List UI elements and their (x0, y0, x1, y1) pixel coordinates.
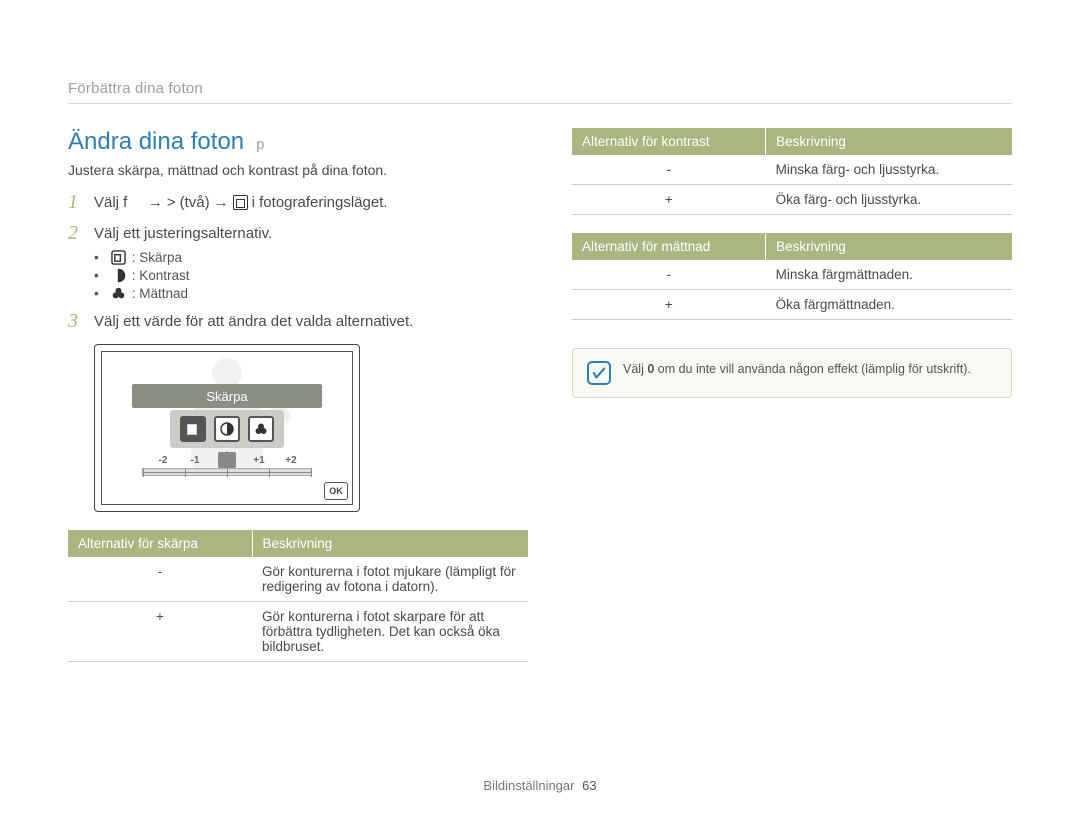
cell-option: + (572, 290, 766, 320)
bullet-label: : Skärpa (132, 250, 182, 265)
sharpness-icon (111, 250, 126, 265)
lcd-inner: Skärpa (101, 351, 353, 505)
cell-desc: Gör konturerna i fotot skarpare för att … (252, 602, 528, 662)
note-pre: Välj (623, 362, 647, 376)
bullet-label: : Kontrast (132, 268, 190, 283)
table-row: - Minska färgmättnaden. (572, 260, 1012, 290)
step-number: 1 (68, 192, 86, 213)
ok-badge: OK (324, 482, 348, 500)
tick-label: +1 (252, 455, 266, 466)
screen-illustration: Skärpa (94, 344, 528, 512)
th-option: Alternativ för mättnad (572, 233, 766, 260)
th-option: Alternativ för kontrast (572, 128, 766, 155)
table-row: + Öka färgmättnaden. (572, 290, 1012, 320)
contrast-table: Alternativ för kontrast Beskrivning - Mi… (572, 128, 1012, 215)
value-scale: -2 -1 0 +1 +2 (142, 455, 312, 476)
step-body: Välj f → > (två) → i fotograferingsläget… (94, 192, 528, 213)
page-footer: Bildinställningar 63 (0, 778, 1080, 793)
mode-badge: p (256, 136, 264, 153)
cell-option: + (572, 185, 766, 215)
manual-page: Förbättra dina foton Ändra dina foton p … (0, 0, 1080, 815)
step-number: 2 (68, 223, 86, 244)
cell-desc: Öka färgmättnaden. (766, 290, 1012, 320)
bullet-contrast: : Kontrast (94, 268, 528, 283)
twice: (två) (180, 192, 210, 213)
tick-label: +2 (284, 455, 298, 466)
step-1: 1 Välj f → > (två) → i fotograferingsläg… (68, 192, 528, 213)
saturation-table: Alternativ för mättnad Beskrivning - Min… (572, 233, 1012, 320)
scale-bar (142, 468, 312, 476)
bullet-sharpness: : Skärpa (94, 250, 528, 265)
two-column-layout: Ändra dina foton p Justera skärpa, mättn… (68, 128, 1012, 680)
sharpness-select-icon (180, 416, 206, 442)
cell-option: - (572, 155, 766, 185)
step-3: 3 Välj ett värde för att ändra det valda… (68, 311, 528, 332)
bullet-saturation: : Mättnad (94, 286, 528, 301)
arrow-icon: → (148, 192, 163, 213)
step1-post: i fotograferingsläget. (252, 192, 388, 213)
option-label-band: Skärpa (132, 384, 322, 408)
breadcrumb: Förbättra dina foton (68, 80, 1012, 104)
option-bullets: : Skärpa : Kontrast : Mättnad (94, 250, 528, 301)
heading-text: Ändra dina foton (68, 128, 244, 156)
th-desc: Beskrivning (766, 128, 1012, 155)
cell-option: + (68, 602, 252, 662)
tick-label: -2 (156, 455, 170, 466)
cell-desc: Minska färgmättnaden. (766, 260, 1012, 290)
scale-pointer (218, 452, 236, 468)
step-number: 3 (68, 311, 86, 332)
cell-desc: Öka färg- och ljusstyrka. (766, 185, 1012, 215)
contrast-icon (111, 268, 126, 283)
contrast-select-icon (214, 416, 240, 442)
note-icon (587, 361, 611, 385)
table-row: + Gör konturerna i fotot skarpare för at… (68, 602, 528, 662)
left-column: Ändra dina foton p Justera skärpa, mättn… (68, 128, 528, 680)
cell-desc: Gör konturerna i fotot mjukare (lämpligt… (252, 557, 528, 602)
cell-option: - (68, 557, 252, 602)
subtitle: Justera skärpa, mättnad och kontrast på … (68, 162, 528, 178)
table-row: - Gör konturerna i fotot mjukare (lämpli… (68, 557, 528, 602)
lcd-frame: Skärpa (94, 344, 360, 512)
page-title: Ändra dina foton p (68, 128, 528, 156)
note-text: Välj 0 om du inte vill använda någon eff… (623, 361, 971, 379)
footer-section: Bildinställningar (483, 778, 574, 793)
table-row: - Minska färg- och ljusstyrka. (572, 155, 1012, 185)
bullet-label: : Mättnad (132, 286, 188, 301)
icon-row (170, 410, 284, 448)
saturation-icon (111, 286, 126, 301)
sharpness-table: Alternativ för skärpa Beskrivning - Gör … (68, 530, 528, 662)
th-desc: Beskrivning (766, 233, 1012, 260)
cell-option: - (572, 260, 766, 290)
right-column: Alternativ för kontrast Beskrivning - Mi… (572, 128, 1012, 680)
tick-label: -1 (188, 455, 202, 466)
step-body: Välj ett värde för att ändra det valda a… (94, 311, 528, 332)
th-option: Alternativ för skärpa (68, 530, 252, 557)
cell-desc: Minska färg- och ljusstyrka. (766, 155, 1012, 185)
arrow-icon: → (214, 192, 229, 213)
step-body: Välj ett justeringsalternativ. (94, 223, 528, 244)
th-desc: Beskrivning (252, 530, 528, 557)
adjust-icon (233, 195, 248, 210)
step-2: 2 Välj ett justeringsalternativ. (68, 223, 528, 244)
note-post: om du inte vill använda någon effekt (lä… (654, 362, 971, 376)
saturation-select-icon (248, 416, 274, 442)
footer-page-number: 63 (582, 778, 596, 793)
gt: > (167, 192, 176, 213)
step1-pre: Välj f (94, 192, 127, 213)
table-row: + Öka färg- och ljusstyrka. (572, 185, 1012, 215)
note-box: Välj 0 om du inte vill använda någon eff… (572, 348, 1012, 398)
